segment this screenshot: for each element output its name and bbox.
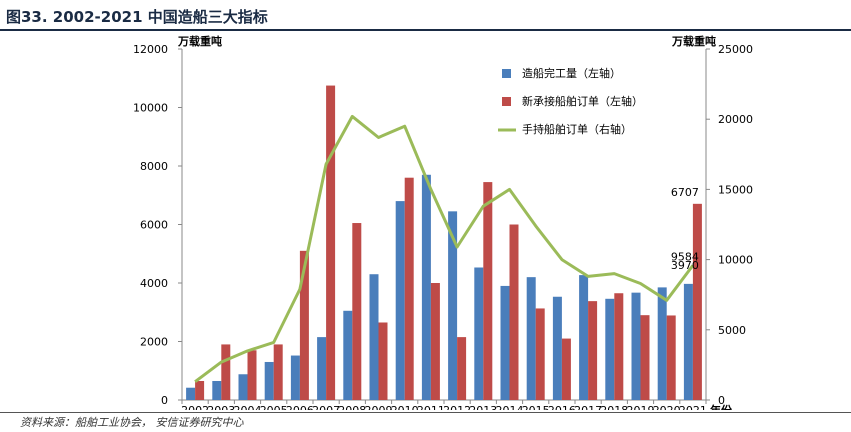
left-tick-label: 0 xyxy=(161,394,168,407)
left-tick-label: 8000 xyxy=(140,160,168,173)
data-label: 6707 xyxy=(671,186,699,199)
legend-swatch xyxy=(502,97,511,106)
bar-new-orders xyxy=(299,250,309,400)
x-axis-unit: 年份 xyxy=(710,403,733,410)
legend-label: 新承接船舶订单（左轴） xyxy=(522,94,643,108)
line-orderbook xyxy=(194,114,695,383)
x-tick-label: 2020 xyxy=(653,404,681,410)
chart-legend: 造船完工量（左轴） 新承接船舶订单（左轴） 手持船舶订单（右轴） xyxy=(498,66,643,136)
data-label: 9584 xyxy=(671,250,699,263)
x-tick-label: 2013 xyxy=(469,404,497,410)
source-note: 资料来源：船舶工业协会， 安信证券研究中心 xyxy=(20,416,244,429)
x-tick-label: 2008 xyxy=(338,404,366,410)
bar-completed xyxy=(526,277,536,400)
bar-new-orders xyxy=(195,380,205,400)
bar-completed xyxy=(448,211,458,400)
x-tick-label: 2015 xyxy=(522,404,550,410)
x-tick-label: 2012 xyxy=(443,404,471,410)
bar-new-orders xyxy=(509,224,519,400)
bar-new-orders xyxy=(457,337,467,400)
bar-completed xyxy=(317,337,327,400)
figure-title: 图33. 2002-2021 中国造船三大指标 xyxy=(6,8,268,26)
bar-completed xyxy=(631,292,641,400)
bar-new-orders xyxy=(483,182,493,400)
x-tick-label: 2021 xyxy=(679,404,707,410)
x-tick-label: 2011 xyxy=(417,404,445,410)
x-tick-label: 2017 xyxy=(574,404,602,410)
x-tick-label: 2002 xyxy=(181,404,209,410)
bar-completed xyxy=(552,296,562,400)
legend-label: 手持船舶订单（右轴） xyxy=(522,122,632,136)
legend-swatch xyxy=(502,69,511,78)
bar-new-orders xyxy=(326,85,336,400)
bar-new-orders xyxy=(247,350,257,400)
bar-completed xyxy=(657,287,667,400)
bar-new-orders xyxy=(692,203,702,400)
left-tick-label: 6000 xyxy=(140,219,168,232)
right-tick-label: 20000 xyxy=(718,113,753,126)
bar-new-orders xyxy=(378,322,388,400)
bar-completed xyxy=(186,387,196,400)
footer-divider xyxy=(0,412,851,413)
right-tick-label: 0 xyxy=(718,394,725,407)
bar-completed xyxy=(421,174,431,400)
left-axis-unit: 万载重吨 xyxy=(177,34,222,48)
right-tick-label: 5000 xyxy=(718,324,746,337)
x-tick-label: 2006 xyxy=(286,404,314,410)
x-tick-label: 2009 xyxy=(365,404,393,410)
bar-completed xyxy=(395,201,405,400)
bar-new-orders xyxy=(535,308,545,400)
chart-canvas: 0 2000 4000 6000 8000 10000 12000 0 5000 10000 150… xyxy=(133,34,753,410)
bar-new-orders xyxy=(404,177,414,400)
x-tick-label: 2003 xyxy=(207,404,235,410)
bar-new-orders xyxy=(430,283,440,400)
left-tick-label: 4000 xyxy=(140,277,168,290)
legend-label: 造船完工量（左轴） xyxy=(522,66,621,80)
bar-completed xyxy=(290,355,300,400)
bar-new-orders xyxy=(221,344,231,400)
bar-new-orders xyxy=(666,315,676,400)
x-tick-label: 2007 xyxy=(312,404,340,410)
left-tick-label: 10000 xyxy=(133,102,168,115)
bar-completed xyxy=(343,310,353,400)
bar-new-orders xyxy=(273,344,283,400)
bar-new-orders xyxy=(561,338,571,400)
title-divider xyxy=(0,29,851,31)
bar-completed xyxy=(264,361,274,400)
bar-new-orders xyxy=(640,315,650,400)
right-tick-label: 15000 xyxy=(718,183,753,196)
x-tick-label: 2014 xyxy=(496,404,524,410)
x-tick-label: 2004 xyxy=(234,404,262,410)
left-tick-label: 12000 xyxy=(133,43,168,56)
x-tick-label: 2019 xyxy=(627,404,655,410)
bar-completed xyxy=(474,267,484,400)
chart-tick-labels: 0 2000 4000 6000 8000 10000 12000 0 5000 10000 150… xyxy=(133,34,753,410)
x-tick-label: 2018 xyxy=(600,404,628,410)
bar-completed xyxy=(500,285,510,400)
x-tick-label: 2005 xyxy=(260,404,288,410)
bar-completed xyxy=(369,274,379,400)
right-axis-unit: 万载重吨 xyxy=(671,34,716,48)
bar-new-orders xyxy=(614,293,624,400)
bar-completed xyxy=(605,298,615,400)
data-label: 3970 xyxy=(671,259,699,272)
bar-completed xyxy=(212,380,222,400)
bar-completed xyxy=(683,283,693,400)
left-tick-label: 2000 xyxy=(140,336,168,349)
chart-line xyxy=(194,114,695,383)
right-tick-label: 25000 xyxy=(718,43,753,56)
right-tick-label: 10000 xyxy=(718,254,753,267)
bar-completed xyxy=(579,275,589,400)
x-tick-label: 2016 xyxy=(548,404,576,410)
bar-new-orders xyxy=(588,301,598,400)
chart-bars xyxy=(186,85,702,400)
bar-completed xyxy=(238,374,248,400)
x-tick-label: 2010 xyxy=(391,404,419,410)
bar-new-orders xyxy=(352,223,362,400)
